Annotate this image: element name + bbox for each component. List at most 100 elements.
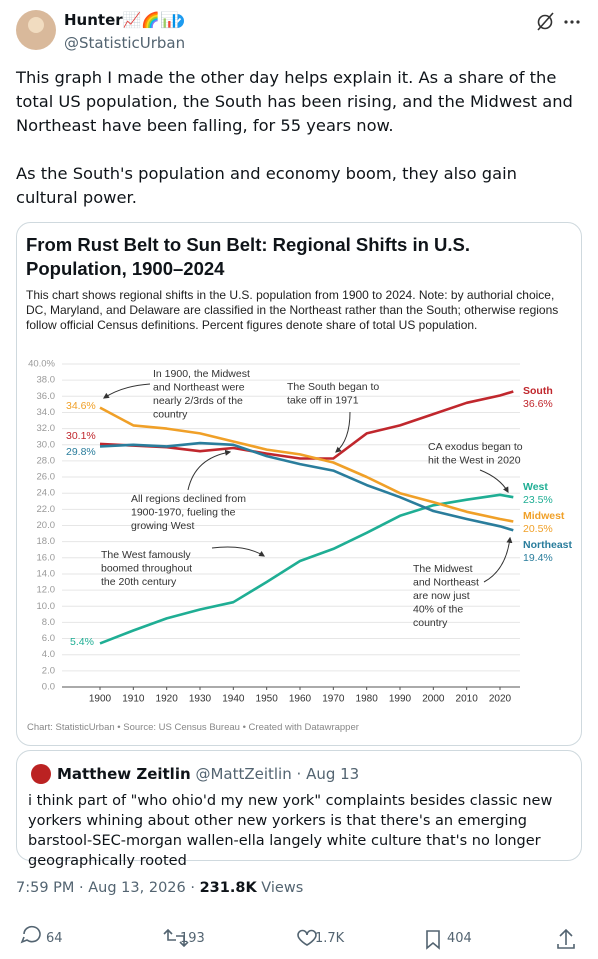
repost-icon[interactable] — [163, 928, 189, 948]
y-tick-label: 22.0 — [37, 504, 56, 515]
quote-date: Aug 13 — [306, 765, 360, 783]
x-tick-label: 1930 — [189, 694, 212, 705]
annotation: 40% of the — [413, 603, 463, 615]
y-tick-label: 10.0 — [37, 601, 56, 612]
series-line — [99, 493, 514, 645]
annotation: CA exodus began to — [428, 441, 523, 453]
grok-icon[interactable] — [537, 12, 554, 31]
x-tick-label: 2010 — [456, 694, 479, 705]
annotation: hit the West in 2020 — [428, 454, 521, 466]
start-label: 5.4% — [70, 636, 94, 648]
series-line — [99, 406, 514, 523]
annotation: country — [413, 617, 448, 629]
bookmark-count[interactable]: 404 — [447, 931, 472, 946]
like-icon[interactable] — [297, 929, 317, 946]
avatar-face — [28, 17, 44, 33]
arrow — [483, 536, 513, 583]
y-tick-label: 18.0 — [37, 536, 56, 547]
annotation: The South began to — [287, 381, 379, 393]
tweet-text: This graph I made the other day helps ex… — [16, 66, 582, 210]
y-tick-label: 20.0 — [37, 520, 56, 531]
quote-text: i think part of "who ohio'd my new york"… — [28, 793, 553, 869]
annotation: and Northeast were — [153, 381, 245, 393]
y-tick-label: 28.0 — [37, 455, 56, 466]
paragraph: This graph I made the other day helps ex… — [16, 68, 573, 135]
repost-count[interactable]: 193 — [180, 931, 205, 946]
verified-badge — [170, 14, 184, 28]
y-tick-label: 30.0 — [37, 439, 56, 450]
series-name: Midwest — [523, 510, 565, 522]
annotation: growing West — [131, 520, 194, 532]
x-tick-label: 1920 — [156, 694, 179, 705]
quote-sep: · — [296, 765, 302, 783]
user-handle[interactable]: @StatisticUrban — [64, 34, 186, 52]
media-card — [16, 222, 582, 746]
paragraph: As the South's population and economy bo… — [16, 164, 517, 207]
action-icons — [20, 925, 575, 950]
share-icon[interactable] — [557, 928, 575, 949]
x-tick-label: 1990 — [389, 694, 412, 705]
annotation: are now just — [413, 590, 470, 602]
annotation: the 20th century — [101, 576, 177, 588]
x-tick-label: 1960 — [289, 694, 312, 705]
arrow — [211, 546, 266, 557]
annotation: 1900-1970, fueling the — [131, 506, 236, 518]
reply-icon[interactable] — [20, 925, 41, 944]
x-tick-label: 2020 — [489, 694, 512, 705]
y-tick-label: 0.0 — [42, 682, 55, 693]
y-tick-label: 16.0 — [37, 552, 56, 563]
x-tick-label: 1970 — [322, 694, 345, 705]
user-name[interactable]: Hunter📈🌈📊 — [64, 11, 179, 29]
series-line — [99, 441, 514, 532]
annotation: All regions declined from — [131, 493, 246, 505]
y-tick-label: 34.0 — [37, 407, 56, 418]
chart-source: Chart: StatisticUrban • Source: US Censu… — [27, 722, 359, 733]
y-tick-label: 36.0 — [37, 391, 56, 402]
y-tick-label: 6.0 — [42, 633, 55, 644]
y-tick-label: 8.0 — [42, 617, 55, 628]
end-label: 23.5% — [523, 494, 553, 506]
views-label: Views — [261, 880, 304, 896]
arrow — [187, 449, 232, 491]
series-name: West — [523, 481, 548, 493]
more-icon[interactable] — [564, 20, 580, 24]
tweet-meta: 7:59 PM · Aug 13, 2026 · 231.8K Views — [16, 880, 303, 896]
y-tick-label: 2.0 — [42, 665, 55, 676]
y-tick-label: 12.0 — [37, 585, 56, 596]
annotation: boomed throughout — [101, 562, 192, 574]
annotation: The Midwest — [413, 563, 473, 575]
chart-title: From Rust Belt to Sun Belt: Regional Shi… — [26, 234, 471, 279]
quote-handle: @MattZeitlin — [195, 765, 292, 783]
arrow — [103, 383, 151, 399]
plot: 0.0 2.0 4.0 6.0 8.0 10.0 12.0 14.0 16.0 18.0 20.0 2… — [28, 359, 572, 705]
end-label: 20.5% — [523, 523, 553, 535]
start-label: 30.1% — [66, 430, 96, 442]
x-tick-label: 1940 — [222, 694, 245, 705]
reply-count[interactable]: 64 — [46, 931, 63, 946]
quote-card[interactable] — [16, 750, 582, 861]
bookmark-icon[interactable] — [426, 930, 440, 950]
annotation: The West famously — [101, 549, 191, 561]
start-label: 29.8% — [66, 446, 96, 458]
badge-check — [172, 17, 182, 25]
end-label: 19.4% — [523, 552, 553, 564]
series-name: Northeast — [523, 539, 573, 551]
y-tick-label: 4.0 — [42, 649, 55, 660]
chart-subtitle: This chart shows regional shifts in the … — [26, 288, 559, 332]
y-tick-label: 32.0 — [37, 423, 56, 434]
arrows — [103, 383, 513, 583]
start-label: 34.6% — [66, 400, 96, 412]
y-tick-label: 26.0 — [37, 472, 56, 483]
end-label: 36.6% — [523, 398, 553, 410]
timestamp: 7:59 PM · Aug 13, 2026 — [16, 880, 186, 896]
arrow — [335, 411, 351, 453]
y-tick-label: 40.0% — [28, 359, 55, 370]
like-count[interactable]: 1.7K — [315, 931, 345, 946]
views-count: 231.8K — [199, 880, 257, 896]
quote-header: Matthew Zeitlin @MattZeitlin · Aug 13 — [57, 765, 359, 783]
series-name: South — [523, 385, 553, 397]
annotation: nearly 2/3rds of the — [153, 395, 243, 407]
y-tick-label: 24.0 — [37, 488, 56, 499]
annotation: and Northeast — [413, 576, 479, 588]
